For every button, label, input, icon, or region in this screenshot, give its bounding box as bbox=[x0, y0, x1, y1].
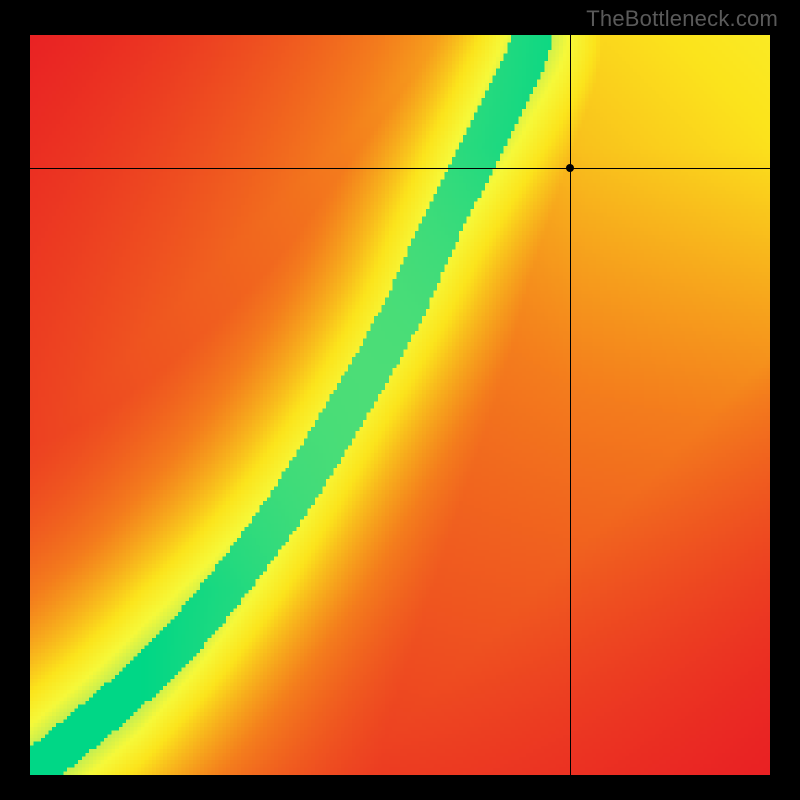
crosshair-vertical bbox=[570, 35, 571, 775]
heatmap-canvas bbox=[30, 35, 770, 775]
crosshair-marker bbox=[566, 164, 574, 172]
crosshair-horizontal bbox=[30, 168, 770, 169]
outer-frame: TheBottleneck.com bbox=[0, 0, 800, 800]
watermark-text: TheBottleneck.com bbox=[586, 6, 778, 32]
